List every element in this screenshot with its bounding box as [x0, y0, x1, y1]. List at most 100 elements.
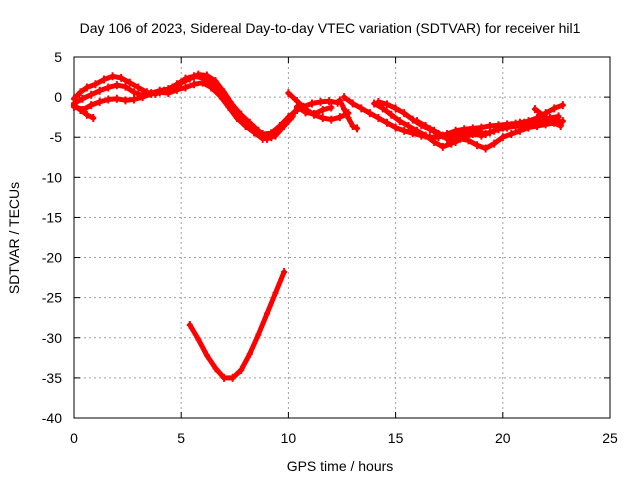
data-point — [71, 101, 77, 110]
data-point — [336, 113, 343, 122]
data-point — [105, 83, 112, 92]
y-tick-label: -15 — [42, 209, 62, 225]
data-point — [263, 309, 270, 318]
data-point — [439, 131, 446, 140]
data-point — [482, 144, 489, 153]
data-point — [233, 113, 240, 122]
series-layer — [71, 70, 566, 382]
data-point — [186, 320, 193, 329]
data-point — [452, 138, 459, 147]
data-point — [414, 117, 421, 126]
data-point — [349, 99, 356, 108]
data-point — [371, 99, 378, 108]
series-sat-c — [71, 78, 292, 143]
data-point — [349, 121, 356, 130]
data-point — [83, 83, 90, 92]
series-line — [187, 269, 287, 381]
data-point — [336, 96, 343, 105]
data-point — [549, 117, 556, 126]
data-point — [199, 78, 206, 87]
data-point — [384, 118, 391, 127]
data-point — [246, 349, 253, 358]
data-point — [559, 117, 566, 126]
data-point — [272, 288, 279, 297]
series-sat-m — [531, 105, 564, 130]
data-point — [525, 117, 532, 126]
data-point — [499, 123, 506, 132]
data-point — [182, 83, 189, 92]
data-point — [77, 105, 84, 114]
y-axis-label: SDTVAR / TECUs — [6, 182, 22, 294]
data-point — [291, 107, 298, 116]
data-point — [405, 121, 412, 130]
series-sat-l — [414, 101, 566, 142]
chart-title: Day 106 of 2023, Sidereal Day-to-day VTE… — [80, 20, 581, 36]
plot-frame — [73, 56, 611, 419]
data-point — [83, 110, 90, 119]
data-point — [482, 130, 489, 139]
data-point — [88, 101, 95, 110]
data-point — [474, 141, 481, 150]
data-point — [212, 364, 219, 373]
data-point — [212, 77, 219, 86]
data-point — [555, 113, 562, 122]
data-point — [225, 102, 232, 111]
series-sat-h — [336, 96, 361, 133]
data-point — [96, 86, 103, 95]
data-point — [135, 83, 142, 92]
series-line — [532, 106, 564, 129]
data-point — [341, 93, 348, 102]
y-tick-label: -10 — [42, 169, 62, 185]
y-tick-label: -25 — [42, 290, 62, 306]
data-point — [551, 104, 558, 113]
data-point — [79, 94, 86, 103]
series-sat-n — [186, 267, 288, 382]
data-point — [317, 97, 324, 106]
data-point — [195, 70, 202, 79]
data-point — [326, 97, 333, 106]
data-point — [328, 103, 335, 112]
data-point — [88, 90, 95, 99]
data-point — [384, 100, 391, 109]
data-point — [414, 126, 421, 135]
data-point — [311, 109, 318, 118]
data-point — [126, 78, 133, 87]
data-point — [409, 115, 416, 124]
data-point — [285, 89, 292, 98]
data-point — [557, 121, 564, 130]
series-line — [71, 102, 96, 121]
y-tick-label: -40 — [42, 410, 62, 426]
y-tick-label: -35 — [42, 370, 62, 386]
data-point — [431, 138, 438, 147]
y-tick-label: -5 — [50, 129, 63, 145]
data-point — [388, 110, 395, 119]
data-point — [77, 88, 84, 97]
x-tick-label: 15 — [388, 430, 404, 446]
data-point — [229, 101, 236, 110]
x-tick-label: 10 — [281, 430, 297, 446]
data-point — [131, 95, 138, 104]
data-point — [221, 373, 228, 382]
data-point — [358, 104, 365, 113]
data-point — [341, 105, 348, 114]
data-point — [285, 117, 292, 126]
x-tick-label: 20 — [495, 430, 511, 446]
data-point — [540, 111, 547, 120]
series-sat-d — [71, 101, 97, 122]
data-point — [268, 133, 275, 142]
data-point — [289, 112, 296, 121]
data-point — [148, 89, 155, 98]
data-point — [122, 96, 129, 105]
data-point — [375, 113, 382, 122]
data-point — [308, 99, 315, 108]
data-point — [534, 113, 541, 122]
data-point — [259, 134, 266, 143]
data-point — [101, 75, 108, 84]
series-sat-g — [293, 102, 335, 118]
data-point — [191, 80, 198, 89]
data-point — [229, 373, 236, 382]
data-point — [178, 78, 185, 87]
data-point — [319, 105, 326, 114]
x-tick-label: 25 — [602, 430, 618, 446]
x-tick-label: 0 — [70, 430, 78, 446]
